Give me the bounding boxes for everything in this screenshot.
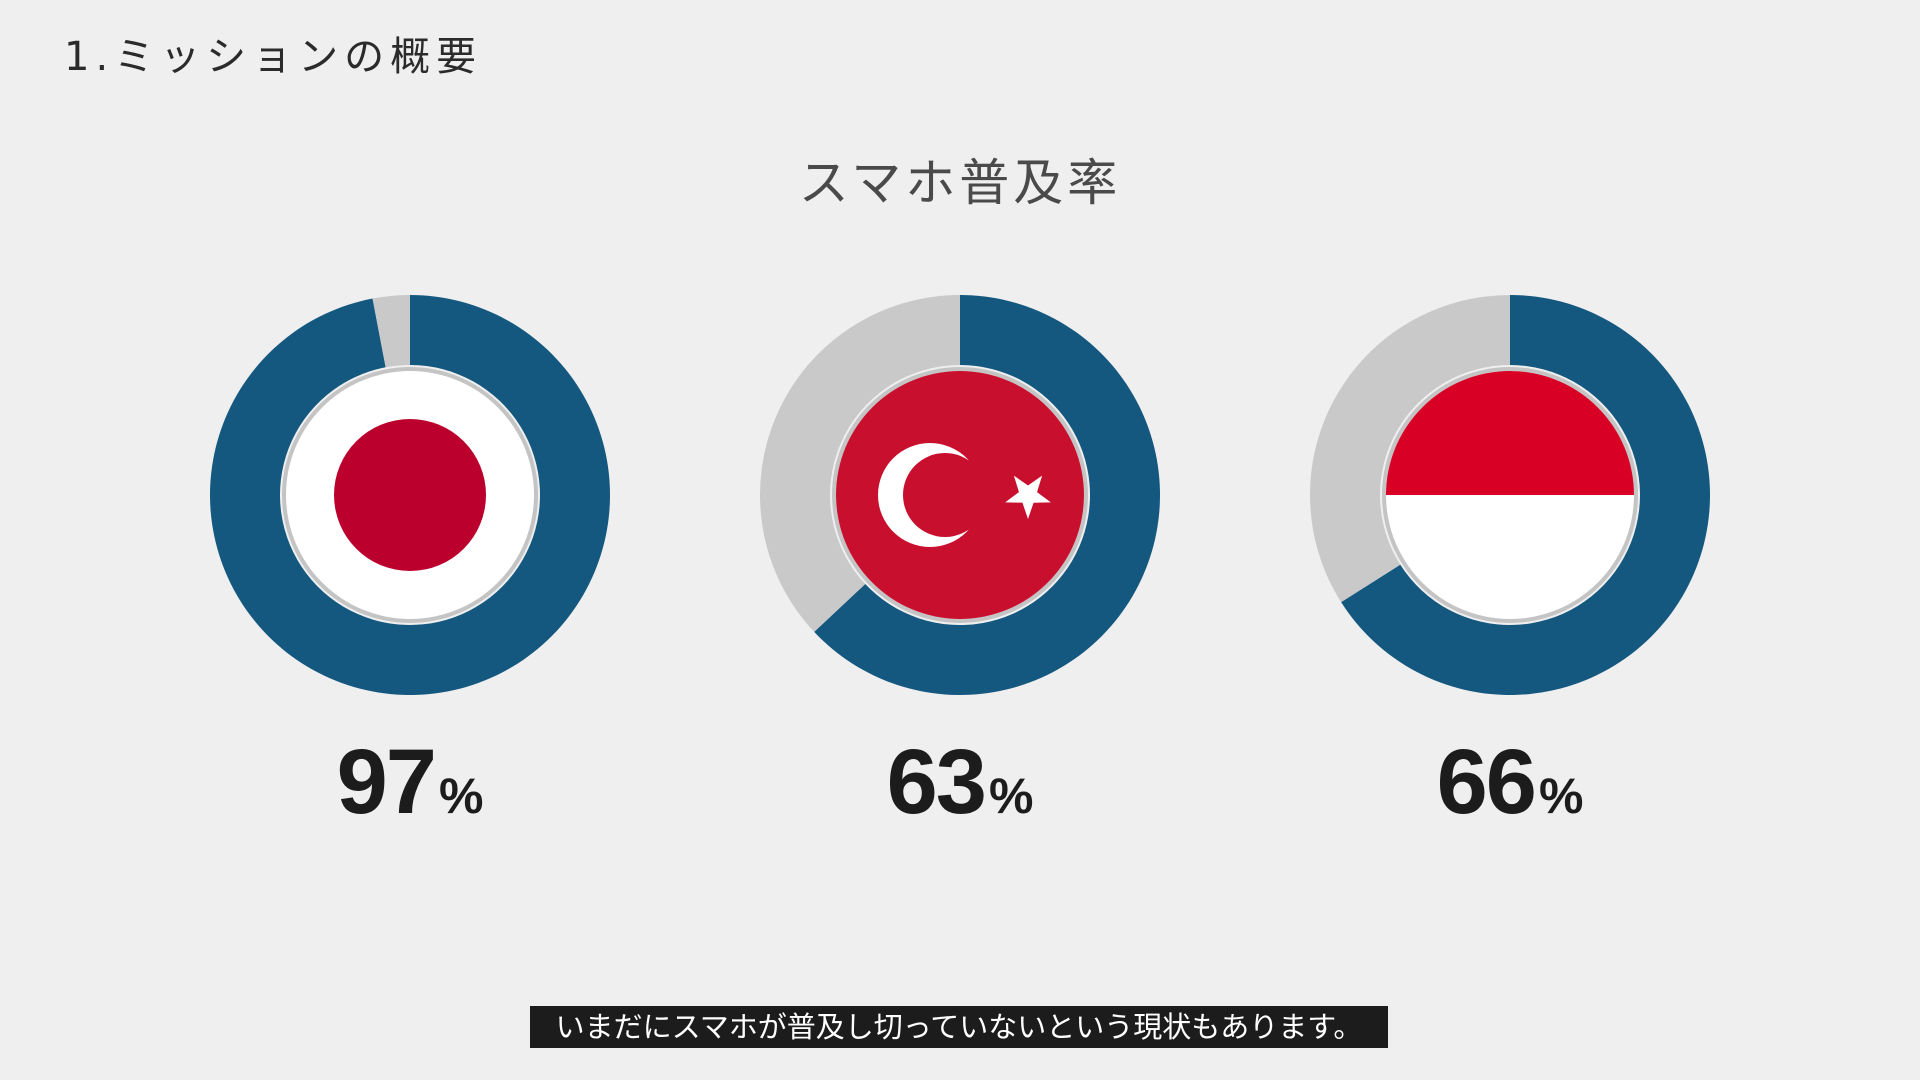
donut-remaining-arc-0 bbox=[372, 295, 410, 368]
percent-label-1: 63% bbox=[760, 730, 1160, 835]
percent-label-0: 97% bbox=[210, 730, 610, 835]
turkey-flag-icon bbox=[832, 367, 1088, 623]
percent-label-2: 66% bbox=[1310, 730, 1710, 835]
donut-remaining-arc-2 bbox=[1310, 295, 1510, 603]
indonesia-flag-icon bbox=[1382, 367, 1638, 623]
donut-filled-arc-0 bbox=[209, 295, 610, 696]
percent-value: 66 bbox=[1436, 731, 1537, 833]
percent-unit: % bbox=[438, 768, 484, 824]
percent-value: 63 bbox=[886, 731, 987, 833]
section-title: 1.ミッションの概要 bbox=[64, 34, 483, 80]
chart-title: スマホ普及率 bbox=[798, 154, 1122, 212]
percent-unit: % bbox=[1538, 768, 1584, 824]
donut-remaining-arc-1 bbox=[760, 295, 960, 632]
donut-filled-arc-2 bbox=[1341, 295, 1710, 696]
caption-subtitle: いまだにスマホが普及し切っていないという現状もあります。 bbox=[530, 1006, 1388, 1048]
japan-flag-icon bbox=[282, 367, 538, 623]
percent-unit: % bbox=[988, 768, 1034, 824]
donut-filled-arc-1 bbox=[814, 295, 1160, 695]
percent-value: 97 bbox=[336, 731, 437, 833]
